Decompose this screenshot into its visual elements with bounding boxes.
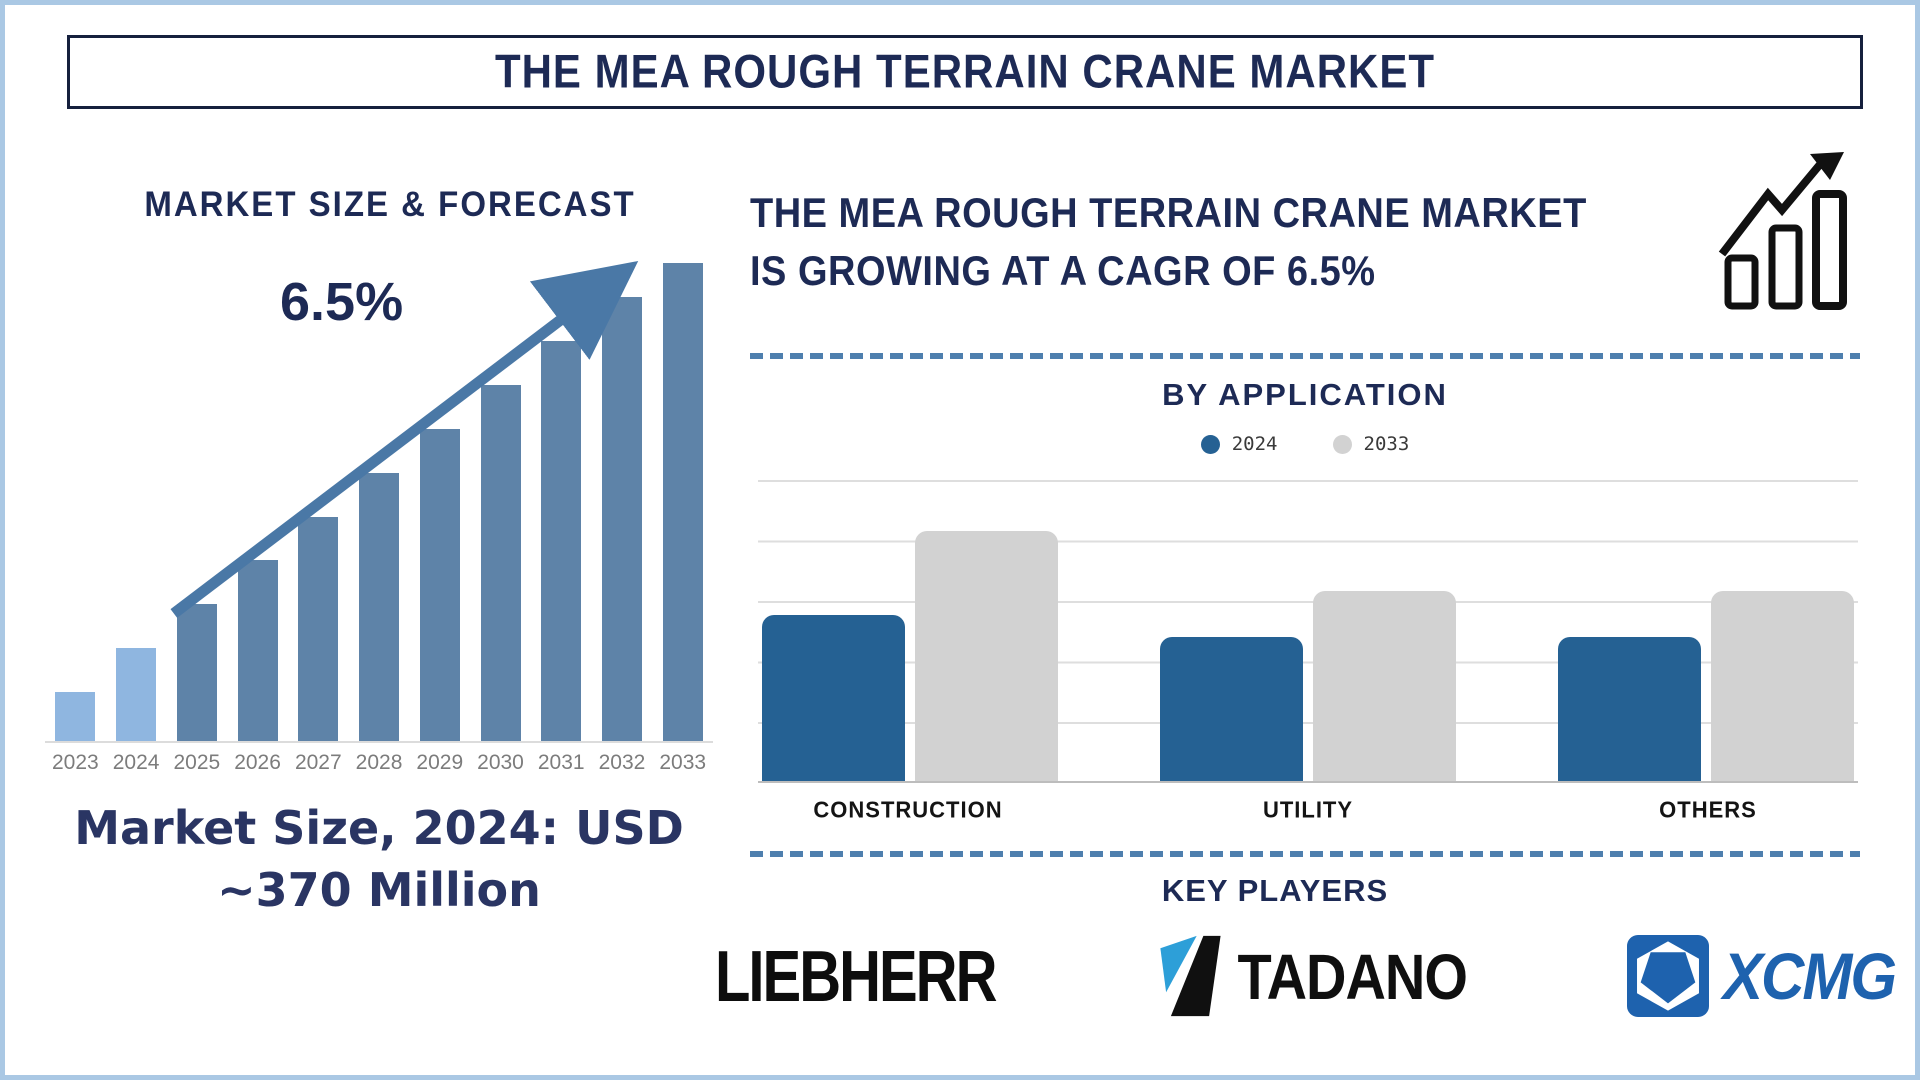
forecast-bar-2026 — [227, 253, 288, 741]
bar-2033 — [915, 531, 1058, 781]
bar-2024 — [1558, 636, 1701, 781]
year-label: 2032 — [598, 751, 646, 774]
xcmg-wordmark: XCMG — [1723, 939, 1897, 1013]
category-label-others: OTHERS — [1659, 796, 1757, 823]
year-label: 2027 — [294, 751, 342, 774]
bar — [116, 648, 157, 741]
market-size-caption: Market Size, 2024: USD ~370 Million — [45, 797, 713, 921]
growth-chart-icon — [1718, 152, 1847, 310]
dashed-divider-top — [750, 353, 1860, 359]
tadano-wordmark: TADANO — [1237, 939, 1468, 1013]
bar-group-construction — [762, 480, 1058, 781]
right-section: THE MEA ROUGH TERRAIN CRANE MARKET IS GR… — [715, 125, 1897, 1017]
legend-dot-icon — [1200, 434, 1220, 454]
category-axis-labels: CONSTRUCTION UTILITY OTHERS — [758, 796, 1858, 823]
bar-group-utility — [1160, 480, 1456, 781]
xcmg-logo: XCMG — [1627, 935, 1897, 1017]
market-size-bar-chart: 6.5% — [45, 253, 713, 743]
bar-2024 — [1160, 636, 1303, 781]
bar — [55, 692, 96, 741]
forecast-bar-2030 — [470, 253, 531, 741]
year-axis-labels: 2023 2024 2025 2026 2027 2028 2029 2030 2031 2032… — [45, 751, 713, 775]
key-players-logos: LIEBHERR TADANO XCMG — [715, 933, 1897, 1019]
legend-label: 2024 — [1231, 433, 1278, 455]
year-label: 2023 — [52, 751, 99, 774]
legend-item-2024: 2024 — [1200, 433, 1278, 455]
legend-dot-icon — [1332, 434, 1352, 454]
legend-item-2033: 2033 — [1332, 433, 1410, 455]
bar-2033 — [1313, 591, 1456, 781]
bar — [541, 340, 582, 741]
year-label: 2033 — [659, 751, 707, 774]
year-label: 2031 — [537, 751, 585, 774]
headline-line-1: THE MEA ROUGH TERRAIN CRANE MARKET — [750, 190, 1587, 237]
category-label-construction: CONSTRUCTION — [813, 796, 1003, 823]
dashed-divider-bottom — [750, 851, 1860, 857]
bar-2033 — [1711, 591, 1854, 781]
caption-line-2: ~370 Million — [217, 863, 541, 918]
liebherr-logo: LIEBHERR — [715, 935, 997, 1016]
by-application-title: BY APPLICATION — [1162, 377, 1448, 412]
legend-label: 2033 — [1363, 433, 1410, 455]
year-label: 2028 — [355, 751, 403, 774]
xcmg-emblem — [1627, 935, 1709, 1017]
bar — [480, 384, 521, 741]
bar — [298, 516, 339, 741]
year-label: 2030 — [477, 751, 524, 774]
chart-legend: 2024 2033 — [750, 433, 1860, 455]
forecast-bar-2031 — [531, 253, 592, 741]
bar — [601, 296, 642, 741]
headline-row: THE MEA ROUGH TERRAIN CRANE MARKET IS GR… — [750, 125, 1880, 310]
year-label: 2025 — [173, 751, 221, 774]
page-title: THE MEA ROUGH TERRAIN CRANE MARKET — [494, 45, 1436, 98]
bar-group-others — [1558, 480, 1854, 781]
year-label: 2029 — [416, 751, 464, 774]
left-section-title: MARKET SIZE & FORECAST — [144, 183, 636, 224]
caption-line-1: Market Size, 2024: USD — [74, 801, 684, 855]
bar — [359, 472, 400, 741]
bar-2024 — [762, 615, 905, 781]
cagr-annotation: 6.5% — [280, 272, 404, 332]
bar — [237, 560, 278, 741]
year-label: 2024 — [112, 751, 160, 774]
year-label: 2026 — [234, 751, 281, 774]
market-size-forecast-section: MARKET SIZE & FORECAST 6.5% 2023 2024 2025… — [45, 155, 735, 921]
forecast-bar-2033 — [652, 253, 713, 741]
forecast-bar-2029 — [409, 253, 470, 741]
bar — [662, 262, 703, 741]
tadano-logo: TADANO — [1156, 933, 1468, 1019]
headline-line-2: IS GROWING AT A CAGR OF 6.5% — [750, 249, 1376, 296]
growth-headline: THE MEA ROUGH TERRAIN CRANE MARKET IS GR… — [750, 185, 1710, 302]
tadano-mark — [1159, 935, 1221, 1017]
liebherr-wordmark: LIEBHERR — [715, 935, 997, 1017]
bar — [176, 604, 217, 741]
bar — [419, 428, 460, 741]
key-players-title: KEY PLAYERS — [1161, 873, 1389, 908]
forecast-bar-2023 — [45, 253, 106, 741]
forecast-bar-2032 — [592, 253, 653, 741]
by-application-bar-chart — [758, 480, 1858, 783]
forecast-bar-2024 — [106, 253, 167, 741]
forecast-bar-2025 — [166, 253, 227, 741]
main-title-box: THE MEA ROUGH TERRAIN CRANE MARKET — [67, 35, 1863, 109]
category-label-utility: UTILITY — [1262, 796, 1354, 823]
